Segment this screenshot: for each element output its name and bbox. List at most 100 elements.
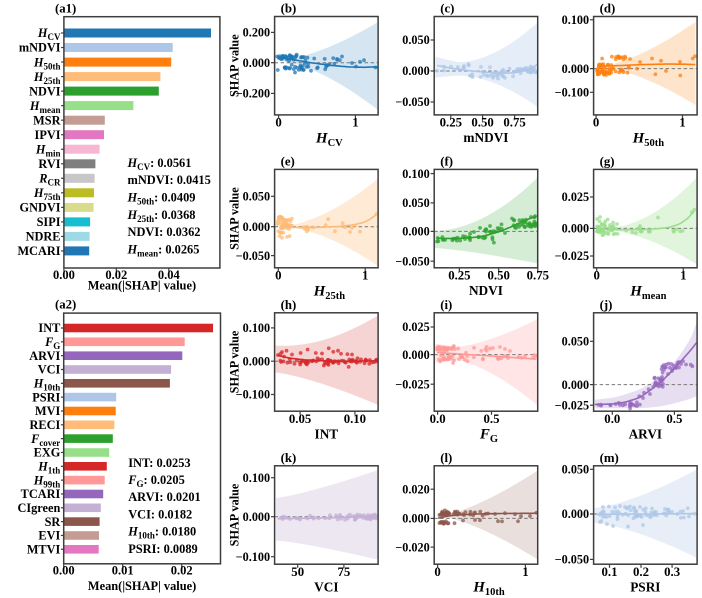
svg-text:(f): (f) — [440, 154, 453, 168]
svg-text:0.025: 0.025 — [562, 190, 589, 204]
svg-text:H25th: H25th — [313, 283, 346, 302]
svg-text:1: 1 — [679, 116, 685, 130]
svg-text:−0.050: −0.050 — [236, 249, 270, 263]
svg-text:0.000: 0.000 — [243, 354, 270, 368]
svg-text:(i): (i) — [440, 298, 452, 312]
svg-text:HCV: HCV — [315, 130, 343, 149]
svg-text:0.000: 0.000 — [562, 507, 589, 521]
svg-text:0.05: 0.05 — [289, 412, 311, 426]
svg-text:0.25: 0.25 — [448, 269, 470, 283]
svg-text:mNDVI: 0.0415: mNDVI: 0.0415 — [128, 173, 211, 187]
svg-text:ARVI: ARVI — [29, 349, 60, 363]
svg-text:SHAP value: SHAP value — [228, 34, 242, 97]
svg-text:0.5: 0.5 — [666, 412, 682, 426]
svg-text:VCI: VCI — [314, 580, 338, 595]
svg-text:Hmean: Hmean — [29, 99, 61, 115]
svg-text:IPVI: IPVI — [35, 128, 61, 142]
svg-text:Hmean: 0.0265: Hmean: 0.0265 — [127, 243, 200, 259]
svg-text:CIgreen: CIgreen — [17, 501, 60, 515]
svg-text:0.000: 0.000 — [402, 225, 429, 239]
svg-text:mNDVI: mNDVI — [463, 130, 508, 145]
svg-text:INT: INT — [38, 321, 61, 335]
svg-text:H75th: H75th — [33, 186, 61, 202]
svg-text:HCV: 0.0561: HCV: 0.0561 — [127, 156, 192, 172]
svg-text:H99th: H99th — [33, 473, 61, 489]
svg-text:(k): (k) — [281, 451, 297, 465]
svg-text:0.50: 0.50 — [487, 269, 509, 283]
svg-text:H25th: H25th — [33, 70, 61, 86]
svg-text:0.0: 0.0 — [430, 412, 446, 426]
svg-text:(a1): (a1) — [55, 1, 76, 15]
svg-text:ARVI: ARVI — [629, 427, 663, 442]
svg-text:50: 50 — [291, 565, 304, 579]
svg-text:SR: SR — [45, 515, 61, 529]
svg-text:0: 0 — [593, 269, 599, 283]
svg-text:0.200: 0.200 — [243, 26, 270, 40]
svg-text:0.000: 0.000 — [243, 220, 270, 234]
svg-text:0.050: 0.050 — [402, 196, 429, 210]
svg-text:0.000: 0.000 — [243, 510, 270, 524]
svg-text:0.04: 0.04 — [158, 268, 181, 282]
svg-text:MCARI: MCARI — [17, 244, 60, 258]
svg-text:H25th: 0.0368: H25th: 0.0368 — [127, 208, 196, 224]
svg-text:Hmean: Hmean — [629, 283, 666, 302]
svg-text:HCV: HCV — [37, 26, 61, 42]
svg-text:PSRI: PSRI — [32, 390, 60, 404]
svg-text:−0.100: −0.100 — [555, 86, 589, 100]
svg-text:0.02: 0.02 — [171, 564, 193, 578]
svg-text:−0.050: −0.050 — [395, 95, 429, 109]
svg-text:(d): (d) — [600, 2, 616, 16]
svg-text:Fcover: Fcover — [30, 432, 60, 448]
svg-text:0.000: 0.000 — [243, 56, 270, 70]
svg-text:FG: FG — [479, 427, 498, 446]
svg-text:Mean(|SHAP| value): Mean(|SHAP| value) — [88, 279, 196, 293]
svg-text:−0.100: −0.100 — [236, 550, 270, 564]
svg-text:0.2: 0.2 — [633, 565, 649, 579]
svg-text:0.0: 0.0 — [604, 412, 620, 426]
svg-text:H50th: H50th — [632, 130, 665, 149]
svg-text:(m): (m) — [600, 451, 619, 465]
svg-text:0.1: 0.1 — [602, 565, 618, 579]
svg-text:NDVI: NDVI — [29, 84, 61, 98]
svg-text:1: 1 — [522, 565, 528, 579]
svg-text:(a2): (a2) — [55, 298, 76, 312]
svg-text:VCI: VCI — [38, 363, 61, 377]
svg-text:SHAP value: SHAP value — [228, 483, 242, 546]
svg-text:FG: 0.0205: FG: 0.0205 — [127, 473, 185, 489]
svg-text:(c): (c) — [440, 2, 454, 16]
svg-text:1: 1 — [352, 116, 358, 130]
svg-text:0.050: 0.050 — [562, 335, 589, 349]
svg-text:mNDVI: mNDVI — [19, 41, 61, 55]
svg-text:(g): (g) — [600, 154, 615, 168]
svg-text:TCARI: TCARI — [21, 487, 61, 501]
svg-text:0.25: 0.25 — [440, 116, 462, 130]
svg-text:0.01: 0.01 — [112, 564, 134, 578]
svg-text:H50th: H50th — [33, 55, 61, 71]
svg-text:0.000: 0.000 — [402, 512, 429, 526]
svg-text:Hmin: Hmin — [35, 142, 61, 158]
svg-text:0.000: 0.000 — [562, 222, 589, 236]
svg-text:1: 1 — [362, 269, 368, 283]
svg-text:NDVI: 0.0362: NDVI: 0.0362 — [128, 225, 201, 239]
svg-text:0.00: 0.00 — [53, 268, 75, 282]
svg-text:0.000: 0.000 — [562, 62, 589, 76]
svg-text:RVI: RVI — [38, 157, 60, 171]
svg-text:0: 0 — [275, 269, 281, 283]
svg-text:INT: 0.0253: INT: 0.0253 — [128, 456, 190, 470]
svg-text:0.050: 0.050 — [402, 33, 429, 47]
svg-text:−0.020: −0.020 — [395, 540, 429, 554]
svg-text:GNDVI: GNDVI — [20, 201, 61, 215]
svg-text:PSRI: PSRI — [630, 580, 660, 595]
svg-text:0: 0 — [275, 116, 281, 130]
svg-text:0.020: 0.020 — [402, 482, 429, 496]
svg-text:RECI: RECI — [30, 418, 61, 432]
svg-text:(j): (j) — [600, 298, 613, 312]
svg-text:0.00: 0.00 — [53, 564, 75, 578]
svg-text:NDVI: NDVI — [469, 283, 503, 298]
svg-text:0.3: 0.3 — [664, 565, 680, 579]
svg-text:0.050: 0.050 — [243, 190, 270, 204]
svg-text:0.000: 0.000 — [402, 64, 429, 78]
svg-text:INT: INT — [315, 427, 339, 442]
svg-text:75: 75 — [338, 565, 351, 579]
svg-text:−0.200: −0.200 — [236, 87, 270, 101]
